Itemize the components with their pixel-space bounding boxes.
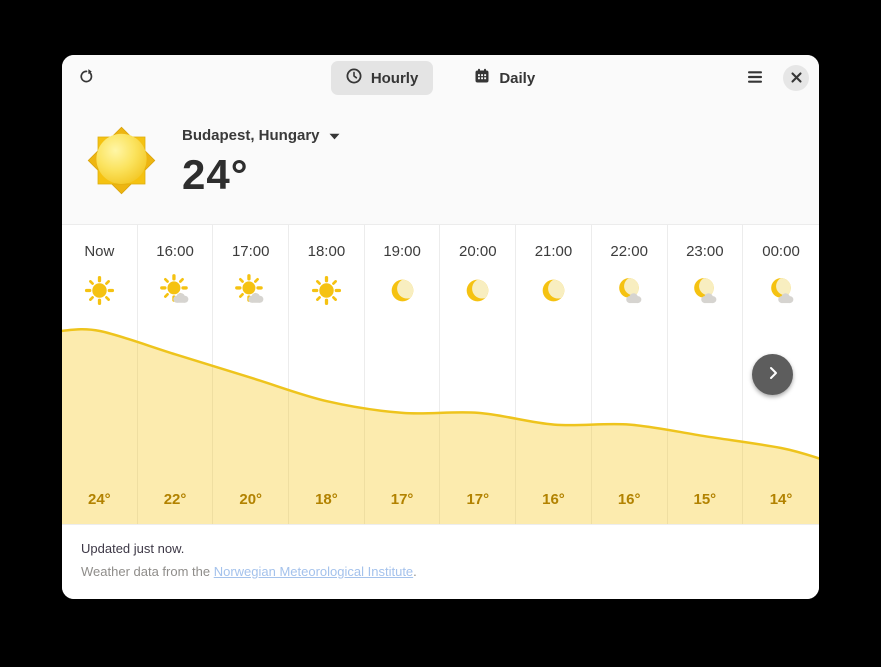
hour-column: 20:00 17° xyxy=(440,225,517,524)
tab-hourly-label: Hourly xyxy=(370,69,419,87)
sun-icon xyxy=(83,274,116,307)
calendar-icon xyxy=(474,68,490,88)
moon-icon xyxy=(537,274,570,307)
hour-column: 22:00 16° xyxy=(592,225,668,524)
chevron-right-icon xyxy=(765,365,781,384)
header-left xyxy=(72,62,331,94)
attribution-suffix: . xyxy=(413,564,417,579)
hour-temperature: 20° xyxy=(239,491,263,508)
current-summary: Budapest, Hungary 24° xyxy=(182,127,340,199)
menu-button[interactable] xyxy=(741,64,769,93)
attribution-prefix: Weather data from the xyxy=(81,564,214,579)
hourly-columns: Now 24° 16:00 22° 17:00 20° 18:00 18° 19:00 17… xyxy=(62,225,819,524)
hour-label: 19:00 xyxy=(383,243,421,260)
hour-label: 22:00 xyxy=(610,243,648,260)
hour-label: 17:00 xyxy=(231,243,270,260)
refresh-button[interactable] xyxy=(72,62,101,94)
hour-temperature: 14° xyxy=(769,491,793,508)
header-bar: Hourly Daily xyxy=(62,55,819,101)
sun-cloud-icon xyxy=(159,274,192,307)
scroll-right-button[interactable] xyxy=(752,354,793,395)
hour-label: 18:00 xyxy=(307,243,346,260)
sun-icon xyxy=(81,120,162,206)
hour-label: 20:00 xyxy=(459,243,497,260)
sun-icon xyxy=(310,274,343,307)
location-selector[interactable]: Budapest, Hungary xyxy=(182,127,340,144)
hour-temperature: 18° xyxy=(315,491,338,508)
hamburger-icon xyxy=(747,70,763,87)
current-temperature: 24° xyxy=(182,150,249,198)
close-icon xyxy=(790,71,802,86)
hourly-forecast[interactable]: Now 24° 16:00 22° 17:00 20° 18:00 18° 19:00 17… xyxy=(62,224,819,524)
hour-temperature: 15° xyxy=(693,491,717,508)
moon-cloud-icon xyxy=(613,274,646,307)
moon-cloud-icon xyxy=(688,274,721,307)
clock-icon xyxy=(346,68,362,88)
hour-column: 21:00 16° xyxy=(516,225,592,524)
hour-temperature: 22° xyxy=(163,491,187,508)
hour-temperature: 17° xyxy=(390,491,414,508)
view-switcher: Hourly Daily xyxy=(330,61,550,95)
weather-app-window: Hourly Daily xyxy=(62,55,819,599)
hour-column: 17:00 20° xyxy=(213,225,290,524)
moon-icon xyxy=(461,274,494,307)
hour-label: 23:00 xyxy=(686,243,724,260)
hour-column: 23:00 15° xyxy=(668,225,744,524)
footer: Updated just now. Weather data from the … xyxy=(62,524,819,599)
hour-label: 00:00 xyxy=(762,243,800,260)
tab-hourly[interactable]: Hourly xyxy=(330,61,434,95)
sun-cloud-icon xyxy=(234,274,267,307)
updated-text: Updated just now. xyxy=(81,541,185,556)
hour-temperature: 16° xyxy=(542,491,565,508)
current-conditions: Budapest, Hungary 24° xyxy=(62,101,819,224)
tab-daily[interactable]: Daily xyxy=(459,61,550,95)
hour-column: 00:00 14° xyxy=(743,225,819,524)
hour-temperature: 24° xyxy=(88,491,111,508)
header-right xyxy=(550,64,809,93)
refresh-icon xyxy=(78,68,95,88)
hour-label: 16:00 xyxy=(156,243,194,260)
moon-icon xyxy=(386,274,419,307)
hour-column: 18:00 18° xyxy=(289,225,365,524)
moon-cloud-icon xyxy=(765,274,798,307)
hour-column: 19:00 17° xyxy=(365,225,441,524)
tab-daily-label: Daily xyxy=(499,69,536,87)
chevron-down-icon xyxy=(329,127,340,144)
close-button[interactable] xyxy=(783,65,809,91)
location-name: Budapest, Hungary xyxy=(182,126,320,144)
hour-column: Now 24° xyxy=(62,225,138,524)
attribution-link[interactable]: Norwegian Meteorological Institute xyxy=(213,564,414,579)
hour-label: 21:00 xyxy=(534,243,573,260)
hour-label: Now xyxy=(84,243,115,260)
attribution-text: Weather data from the Norwegian Meteorol… xyxy=(81,564,800,579)
hour-temperature: 17° xyxy=(466,491,490,508)
hour-temperature: 16° xyxy=(617,491,641,508)
hour-column: 16:00 22° xyxy=(138,225,214,524)
